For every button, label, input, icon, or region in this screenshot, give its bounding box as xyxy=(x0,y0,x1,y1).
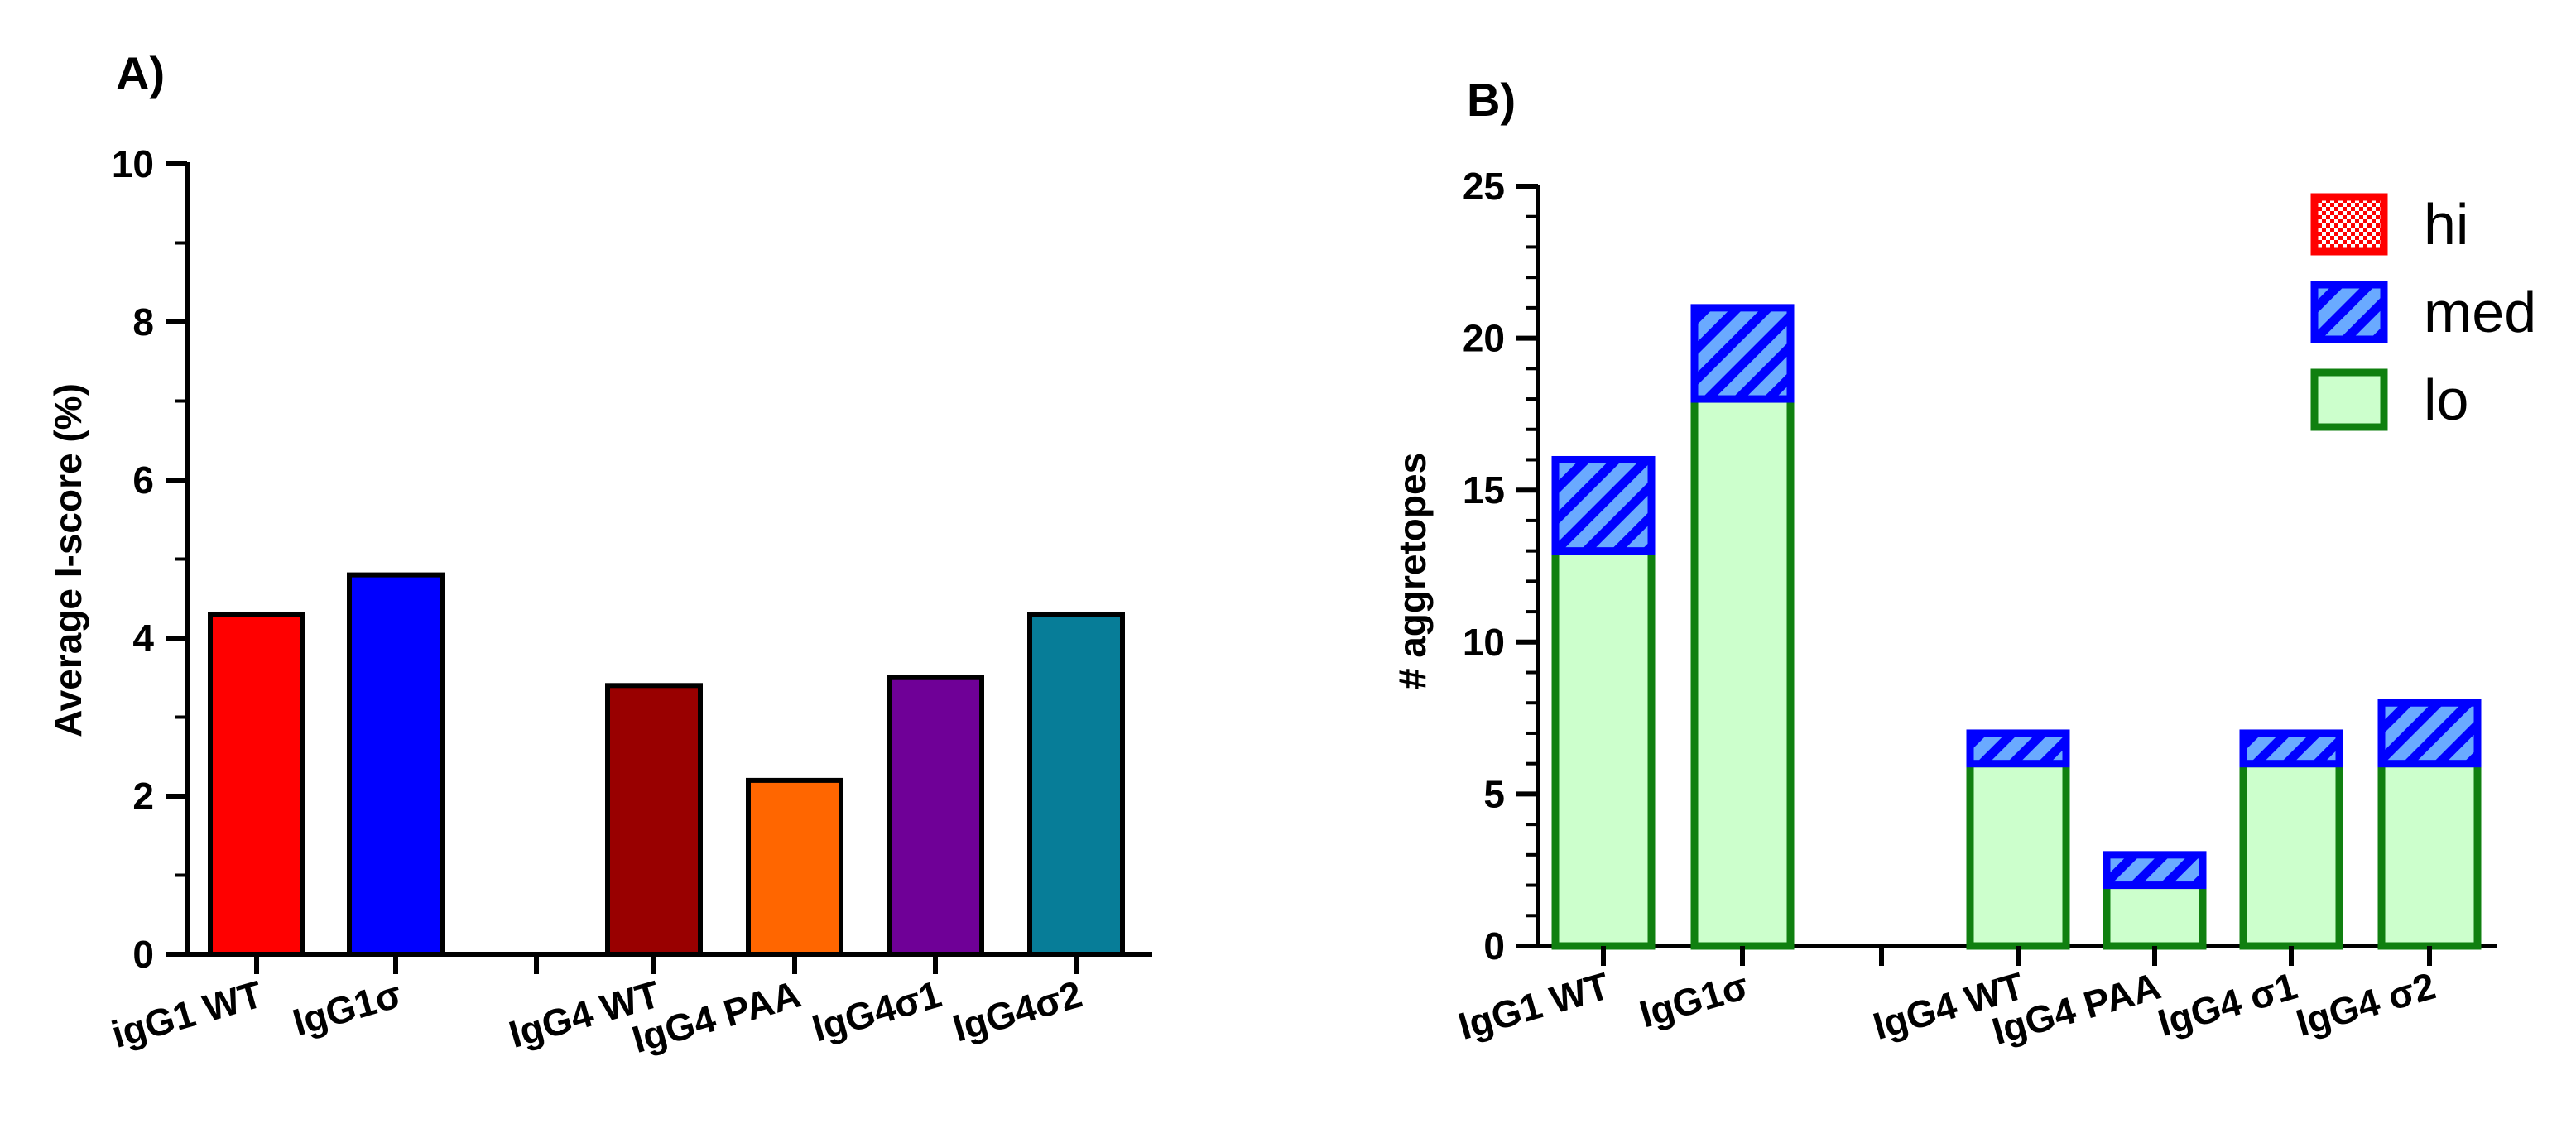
panel-b-label: B) xyxy=(1467,74,1516,126)
panel-b-y-tick-label: 15 xyxy=(1463,468,1505,511)
bar-igg4sigma2 xyxy=(1027,612,1125,957)
bar-med-igg1sigma xyxy=(1690,304,1795,403)
bar-igg1sigma xyxy=(347,572,445,957)
bar-med-igg4-paa xyxy=(2103,851,2207,890)
panel-a-y-tick-label: 6 xyxy=(132,459,154,502)
bar-med-igg4-sigma1 xyxy=(2239,729,2343,768)
panel-a-x-tick-label-igg4sigma2: IgG4σ2 xyxy=(948,972,1086,1050)
bar-lo-igg1-wt xyxy=(1551,547,1656,950)
panel-b-y-tick-label: 10 xyxy=(1463,621,1505,664)
bar-igg1-wt xyxy=(208,612,305,957)
panel-b-y-tick-label: 5 xyxy=(1483,772,1505,815)
panel-b-x-tick-label-igg1sigma: IgG1σ xyxy=(1635,964,1753,1036)
legend-swatch-med xyxy=(2310,281,2388,343)
panel-b-bars xyxy=(1551,304,2482,950)
bar-lo-igg1sigma xyxy=(1690,395,1795,950)
panel-a-y-tick-label: 4 xyxy=(132,617,154,660)
panel-b-x-tick-label-igg4-sigma1: IgG4 σ1 xyxy=(2153,964,2302,1044)
panel-b-x-tick-label-igg1-wt: IgG1 WT xyxy=(1454,964,1614,1048)
legend-label-lo: lo xyxy=(2424,367,2468,432)
panel-b-y-tick-label: 0 xyxy=(1483,924,1505,968)
bar-lo-igg4-sigma1 xyxy=(2239,760,2343,950)
bar-lo-igg4-paa xyxy=(2103,881,2207,950)
panel-a-y-tick-label: 2 xyxy=(132,775,154,818)
panel-a-y-tick-label: 10 xyxy=(112,142,154,185)
panel-a-bars xyxy=(208,572,1125,958)
panel-a-y-tick-label: 8 xyxy=(132,300,154,343)
bar-lo-igg4-wt xyxy=(1966,760,2070,950)
bar-igg4sigma1 xyxy=(887,675,984,957)
panel-a: A) Average I-score (%) 0 2 4 6 8 10 igG1 WT Ig… xyxy=(46,47,1152,1061)
panel-a-x-tick-label-igg4sigma1: IgG4σ1 xyxy=(807,972,945,1050)
bar-med-igg4-wt xyxy=(1966,729,2070,768)
panel-b-y-axis-title: # aggretopes xyxy=(1391,453,1434,689)
panel-a-x-tick-label-igg1-wt: igG1 WT xyxy=(107,972,267,1056)
panel-b-y-tick-label: 20 xyxy=(1463,317,1505,360)
panel-a-label: A) xyxy=(116,47,165,99)
panel-b-legend: hi med lo xyxy=(2310,192,2536,432)
legend-label-med: med xyxy=(2424,280,2536,344)
bar-med-igg4-sigma2 xyxy=(2377,699,2482,768)
panel-b-x-tick-label-igg4-sigma2: IgG4 σ2 xyxy=(2291,964,2440,1044)
panel-a-y-tick-label: 0 xyxy=(132,933,154,976)
panel-a-axes: 0 2 4 6 8 10 xyxy=(112,142,1152,976)
bar-med-igg1-wt xyxy=(1551,455,1656,555)
legend-label-hi: hi xyxy=(2424,192,2468,257)
panel-b: B) # aggretopes 0 5 10 15 20 25 IgG1 WT IgG1σ I… xyxy=(1391,74,2536,1053)
bar-igg4-wt xyxy=(605,683,703,957)
bar-lo-igg4-sigma2 xyxy=(2377,760,2482,950)
panel-a-x-tick-label-igg1sigma: IgG1σ xyxy=(288,972,406,1044)
panel-b-y-tick-label: 25 xyxy=(1463,165,1505,208)
panel-a-y-axis-title: Average I-score (%) xyxy=(46,383,89,737)
legend-swatch-hi xyxy=(2310,193,2388,256)
bar-igg4-paa xyxy=(746,777,843,958)
legend-swatch-lo xyxy=(2310,368,2388,431)
